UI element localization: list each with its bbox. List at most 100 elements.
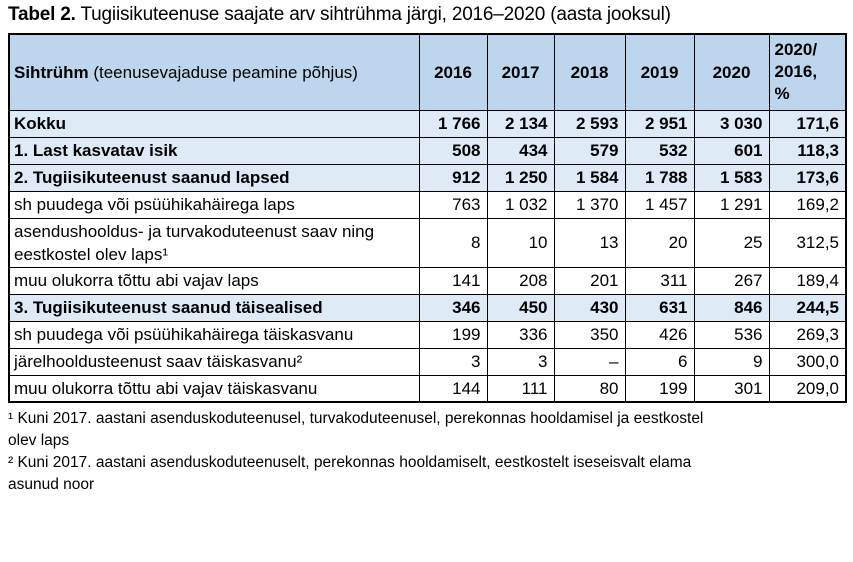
header-row: Sihtrühm (teenusevajaduse peamine põhjus… bbox=[8, 33, 847, 111]
cell-value: 430 bbox=[553, 293, 626, 322]
cell-value: 426 bbox=[624, 320, 695, 349]
cell-value: 508 bbox=[418, 136, 488, 165]
table-row: 3. Tugiisikuteenust saanud täisealised 34… bbox=[8, 293, 847, 322]
cell-value: 2 593 bbox=[553, 109, 626, 138]
cell-value: 1 788 bbox=[624, 163, 695, 192]
cell-value: 434 bbox=[486, 136, 555, 165]
cell-value: 13 bbox=[553, 217, 626, 268]
header-sihtruhm-note: (teenusevajaduse peamine põhjus) bbox=[88, 62, 358, 82]
cell-value: 579 bbox=[553, 136, 626, 165]
table-row: muu olukorra tõttu abi vajav laps 141 208 2… bbox=[8, 266, 847, 295]
cell-value: 336 bbox=[486, 320, 555, 349]
header-sihtruhm: Sihtrühm (teenusevajaduse peamine põhjus… bbox=[8, 33, 420, 111]
cell-value: 118,3 bbox=[768, 136, 847, 165]
cell-value: 1 291 bbox=[693, 190, 770, 219]
cell-value: 346 bbox=[418, 293, 488, 322]
cell-value: 763 bbox=[418, 190, 488, 219]
cell-value: 141 bbox=[418, 266, 488, 295]
table-title-text: Tugiisikuteenuse saajate arv sihtrühma j… bbox=[75, 4, 671, 25]
cell-value: 169,2 bbox=[768, 190, 847, 219]
row-label: järelhooldusteenust saav täiskasvanu² bbox=[8, 347, 420, 376]
cell-value: 3 030 bbox=[693, 109, 770, 138]
table-title-prefix: Tabel 2. bbox=[8, 4, 76, 25]
cell-value: 209,0 bbox=[768, 374, 847, 403]
row-label: 3. Tugiisikuteenust saanud täisealised bbox=[8, 293, 420, 322]
row-label: asendushooldus- ja turvakoduteenust saav… bbox=[8, 217, 420, 268]
cell-value: – bbox=[553, 347, 626, 376]
table-body: Kokku 1 766 2 134 2 593 2 951 3 030 171,6 1. La… bbox=[8, 109, 847, 403]
cell-value: 189,4 bbox=[768, 266, 847, 295]
header-sihtruhm-main: Sihtrühm bbox=[14, 62, 89, 82]
header-ratio-2020-2016: 2020/ 2016, % bbox=[768, 33, 847, 111]
header-2020: 2020 bbox=[693, 33, 770, 111]
row-label: 2. Tugiisikuteenust saanud lapsed bbox=[8, 163, 420, 192]
cell-value: 532 bbox=[624, 136, 695, 165]
cell-value: 912 bbox=[418, 163, 488, 192]
cell-value: 269,3 bbox=[768, 320, 847, 349]
table-row: asendushooldus- ja turvakoduteenust saav… bbox=[8, 217, 847, 268]
cell-value: 3 bbox=[418, 347, 488, 376]
cell-value: 9 bbox=[693, 347, 770, 376]
cell-value: 199 bbox=[418, 320, 488, 349]
cell-value: 1 583 bbox=[693, 163, 770, 192]
cell-value: 2 134 bbox=[486, 109, 555, 138]
cell-value: 173,6 bbox=[768, 163, 847, 192]
header-2017: 2017 bbox=[486, 33, 555, 111]
table-title: Tabel 2. Tugiisikuteenuse saajate arv si… bbox=[8, 3, 845, 27]
row-label: Kokku bbox=[8, 109, 420, 138]
row-label: muu olukorra tõttu abi vajav laps bbox=[8, 266, 420, 295]
cell-value: 20 bbox=[624, 217, 695, 268]
cell-value: 199 bbox=[624, 374, 695, 403]
cell-value: 1 766 bbox=[418, 109, 488, 138]
footnotes: ¹ Kuni 2017. aastani asenduskoduteenusel… bbox=[8, 408, 845, 496]
cell-value: 450 bbox=[486, 293, 555, 322]
data-table: Sihtrühm (teenusevajaduse peamine põhjus… bbox=[8, 33, 847, 403]
cell-value: 1 032 bbox=[486, 190, 555, 219]
cell-value: 144 bbox=[418, 374, 488, 403]
footnote-1: ¹ Kuni 2017. aastani asenduskoduteenusel… bbox=[8, 410, 704, 449]
row-label: sh puudega või psüühikahäirega laps bbox=[8, 190, 420, 219]
cell-value: 846 bbox=[693, 293, 770, 322]
cell-value: 111 bbox=[486, 374, 555, 403]
cell-value: 350 bbox=[553, 320, 626, 349]
cell-value: 601 bbox=[693, 136, 770, 165]
cell-value: 171,6 bbox=[768, 109, 847, 138]
header-2019: 2019 bbox=[624, 33, 695, 111]
cell-value: 244,5 bbox=[768, 293, 847, 322]
row-label: 1. Last kasvatav isik bbox=[8, 136, 420, 165]
cell-value: 10 bbox=[486, 217, 555, 268]
cell-value: 301 bbox=[693, 374, 770, 403]
table-row: muu olukorra tõttu abi vajav täiskasvanu… bbox=[8, 374, 847, 403]
cell-value: 312,5 bbox=[768, 217, 847, 268]
cell-value: 25 bbox=[693, 217, 770, 268]
cell-value: 1 584 bbox=[553, 163, 626, 192]
cell-value: 2 951 bbox=[624, 109, 695, 138]
cell-value: 300,0 bbox=[768, 347, 847, 376]
cell-value: 208 bbox=[486, 266, 555, 295]
table-row: sh puudega või psüühikahäirega laps 763 1 … bbox=[8, 190, 847, 219]
row-label: muu olukorra tõttu abi vajav täiskasvanu bbox=[8, 374, 420, 403]
footnote-2: ² Kuni 2017. aastani asenduskoduteenusel… bbox=[8, 454, 692, 493]
header-2016: 2016 bbox=[418, 33, 488, 111]
table-header: Sihtrühm (teenusevajaduse peamine põhjus… bbox=[8, 33, 847, 111]
cell-value: 6 bbox=[624, 347, 695, 376]
table-row: 2. Tugiisikuteenust saanud lapsed 912 1 25… bbox=[8, 163, 847, 192]
cell-value: 201 bbox=[553, 266, 626, 295]
header-2018: 2018 bbox=[553, 33, 626, 111]
cell-value: 536 bbox=[693, 320, 770, 349]
cell-value: 1 370 bbox=[553, 190, 626, 219]
row-label: sh puudega või psüühikahäirega täiskasva… bbox=[8, 320, 420, 349]
cell-value: 311 bbox=[624, 266, 695, 295]
cell-value: 631 bbox=[624, 293, 695, 322]
table-row: järelhooldusteenust saav täiskasvanu² 3 3–… bbox=[8, 347, 847, 376]
cell-value: 1 250 bbox=[486, 163, 555, 192]
cell-value: 1 457 bbox=[624, 190, 695, 219]
table-row: 1. Last kasvatav isik 508 434 579 532 601 118,… bbox=[8, 136, 847, 165]
table-row: sh puudega või psüühikahäirega täiskasva… bbox=[8, 320, 847, 349]
table-row: Kokku 1 766 2 134 2 593 2 951 3 030 171,6 bbox=[8, 109, 847, 138]
cell-value: 80 bbox=[553, 374, 626, 403]
cell-value: 3 bbox=[486, 347, 555, 376]
cell-value: 8 bbox=[418, 217, 488, 268]
cell-value: 267 bbox=[693, 266, 770, 295]
